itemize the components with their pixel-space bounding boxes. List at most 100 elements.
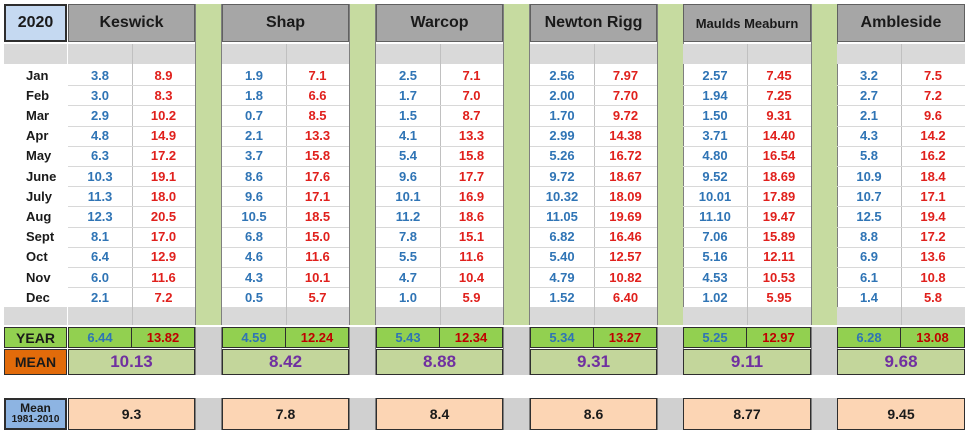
mean-row-label-text: MEAN: [14, 354, 57, 370]
max-temp-cell: 8.5: [308, 107, 327, 123]
min-temp-cell: 1.0: [398, 289, 418, 305]
row-gridline: [530, 227, 657, 228]
min-temp-cell: 10.5: [241, 208, 267, 224]
min-temp-cell: 2.00: [549, 87, 575, 103]
min-temp-cell: 2.1: [244, 128, 264, 144]
max-temp-cell: 13.6: [920, 249, 946, 265]
max-temp-cell: 15.1: [458, 229, 485, 245]
max-temp-cell: 7.1: [308, 67, 327, 83]
row-gridline: [376, 287, 503, 288]
separator-lower-2: [349, 327, 376, 375]
min-max-divider: [286, 44, 287, 325]
annual-mean-cell: 8.88: [376, 349, 503, 375]
annual-mean-cell: 9.31: [530, 349, 657, 375]
min-temp-cell: 4.80: [702, 148, 728, 164]
min-temp-cell: 1.94: [702, 87, 728, 103]
max-temp-cell: 6.6: [308, 87, 327, 103]
min-temp-cell: 5.5: [398, 249, 418, 265]
max-temp-cell: 10.82: [609, 269, 642, 285]
row-gridline: [530, 186, 657, 187]
month-label: Dec: [26, 289, 50, 305]
row-gridline: [376, 126, 503, 127]
max-temp-cell: 9.72: [612, 107, 639, 123]
max-temp-cell: 18.4: [920, 168, 946, 184]
max-temp-cell: 18.0: [150, 188, 177, 204]
row-gridline: [68, 247, 195, 248]
max-temp-cell: 18.09: [609, 188, 642, 204]
max-temp-cell: 20.5: [150, 208, 177, 224]
annual-mean-cell: 9.11: [683, 349, 811, 375]
row-gridline: [837, 126, 965, 127]
normal-row-label: Mean 1981-2010: [4, 398, 67, 430]
min-temp-cell: 5.4: [398, 148, 418, 164]
separator-column-4: [657, 4, 684, 325]
min-temp-cell: 3.71: [702, 128, 728, 144]
year-row-label: YEAR: [4, 327, 67, 348]
row-gridline: [837, 247, 965, 248]
row-gridline: [530, 287, 657, 288]
max-temp-cell: 13.3: [304, 128, 331, 144]
separator-normal-4: [657, 398, 684, 430]
min-temp-cell: 10.1: [395, 188, 421, 204]
min-temp-cell: 4.7: [398, 269, 418, 285]
max-temp-cell: 17.7: [458, 168, 485, 184]
min-temp-cell: 4.53: [702, 269, 728, 285]
station-gray-row-bottom: [530, 307, 657, 325]
min-temp-cell: 7.8: [398, 229, 418, 245]
row-gridline: [376, 105, 503, 106]
min-temp-cell: 10.3: [87, 168, 113, 184]
min-temp-cell: 1.02: [702, 289, 728, 305]
max-temp-cell: 18.6: [458, 208, 485, 224]
min-temp-cell: 3.8: [90, 67, 110, 83]
row-gridline: [222, 105, 349, 106]
min-temp-cell: 5.16: [702, 249, 728, 265]
min-temp-cell: 6.1: [859, 269, 879, 285]
min-temp-cell: 10.32: [545, 188, 579, 204]
min-temp-cell: 12.5: [856, 208, 882, 224]
row-gridline: [837, 166, 965, 167]
station-header: Ambleside: [837, 4, 965, 42]
row-gridline: [222, 247, 349, 248]
min-temp-cell: 9.72: [549, 168, 575, 184]
year-row-label-text: YEAR: [16, 329, 55, 346]
row-gridline: [837, 146, 965, 147]
separator-normal-3: [503, 398, 530, 430]
row-gridline: [68, 206, 195, 207]
min-temp-cell: 5.8: [859, 148, 879, 164]
row-gridline: [376, 166, 503, 167]
month-label: Jan: [26, 67, 49, 83]
min-max-divider: [594, 44, 595, 325]
min-temp-cell: 3.7: [244, 148, 264, 164]
row-gridline: [376, 227, 503, 228]
max-temp-cell: 16.72: [609, 148, 642, 164]
row-gridline: [222, 267, 349, 268]
year-label-cell: 2020: [4, 4, 67, 42]
min-temp-cell: 12.3: [87, 208, 113, 224]
max-temp-cell: 7.97: [612, 67, 639, 83]
min-temp-cell: 5.40: [549, 249, 575, 265]
max-temp-cell: 5.9: [462, 289, 481, 305]
month-label: Mar: [26, 107, 50, 123]
year-label: 2020: [17, 14, 54, 31]
row-gridline: [222, 206, 349, 207]
max-temp-cell: 7.70: [612, 87, 639, 103]
max-temp-cell: 17.2: [150, 148, 177, 164]
min-temp-cell: 1.9: [244, 67, 264, 83]
normal-mean-cell: 8.4: [376, 398, 503, 430]
max-temp-cell: 8.3: [154, 87, 173, 103]
max-temp-cell: 15.8: [304, 148, 331, 164]
min-temp-cell: 2.9: [90, 107, 110, 123]
blank-gray-row-bottom: [4, 307, 67, 325]
row-gridline: [683, 146, 811, 147]
min-temp-cell: 1.52: [549, 289, 575, 305]
row-gridline: [68, 186, 195, 187]
max-temp-cell: 7.45: [766, 67, 792, 83]
min-temp-cell: 2.7: [859, 87, 879, 103]
min-temp-cell: 8.1: [90, 229, 110, 245]
row-gridline: [68, 85, 195, 86]
year-max-cell: 12.97: [746, 327, 811, 348]
min-temp-cell: 6.9: [859, 249, 879, 265]
max-temp-cell: 14.38: [609, 128, 642, 144]
row-gridline: [683, 166, 811, 167]
